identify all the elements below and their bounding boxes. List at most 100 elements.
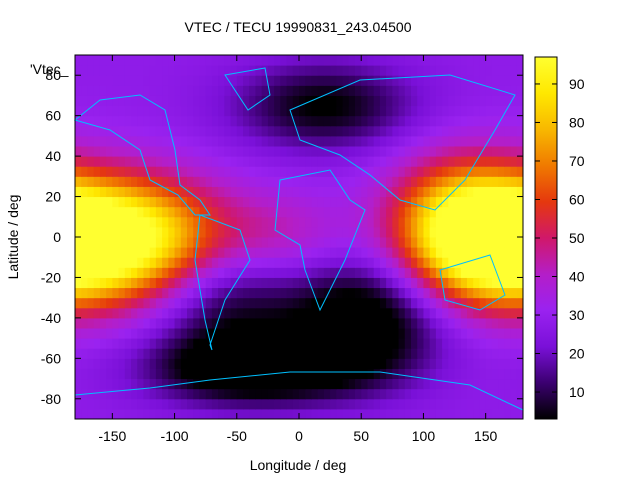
heatmap-cell bbox=[342, 166, 350, 177]
heatmap-cell bbox=[199, 368, 207, 380]
heatmap-cell bbox=[230, 338, 238, 349]
heatmap-cell bbox=[187, 176, 194, 187]
heatmap-cell bbox=[373, 216, 381, 228]
heatmap-cell bbox=[292, 328, 300, 339]
heatmap-cell bbox=[442, 55, 449, 66]
heatmap-cell bbox=[417, 85, 424, 96]
heatmap-cell bbox=[218, 176, 225, 187]
heatmap-cell bbox=[106, 65, 113, 76]
heatmap-cell bbox=[317, 368, 325, 380]
heatmap-cell bbox=[99, 166, 107, 177]
heatmap-cell bbox=[168, 287, 176, 299]
heatmap-cell bbox=[112, 105, 120, 117]
heatmap-cell bbox=[330, 317, 337, 329]
heatmap-cell bbox=[348, 378, 356, 390]
heatmap-cell bbox=[193, 135, 200, 147]
heatmap-cell bbox=[305, 65, 312, 76]
heatmap-cell bbox=[373, 307, 381, 319]
heatmap-cell bbox=[379, 55, 387, 66]
heatmap-cell bbox=[174, 257, 182, 268]
heatmap-cell bbox=[460, 135, 468, 147]
heatmap-cell bbox=[404, 378, 412, 390]
heatmap-cell bbox=[75, 186, 82, 198]
heatmap-cell bbox=[249, 297, 256, 309]
heatmap-cell bbox=[336, 146, 344, 157]
heatmap-cell bbox=[411, 115, 418, 127]
heatmap-cell bbox=[249, 398, 256, 410]
heatmap-cell bbox=[454, 237, 462, 248]
heatmap-cell bbox=[93, 257, 101, 268]
heatmap-cell bbox=[323, 85, 331, 96]
heatmap-cell bbox=[411, 408, 418, 420]
heatmap-cell bbox=[305, 368, 312, 380]
heatmap-cell bbox=[230, 317, 238, 329]
heatmap-cell bbox=[124, 398, 132, 410]
heatmap-cell bbox=[373, 237, 381, 248]
heatmap-cell bbox=[249, 267, 256, 278]
heatmap-cell bbox=[504, 338, 512, 349]
heatmap-cell bbox=[106, 166, 113, 177]
heatmap-cell bbox=[392, 408, 400, 420]
heatmap-cell bbox=[336, 125, 344, 137]
heatmap-cell bbox=[429, 196, 437, 208]
heatmap-cell bbox=[106, 368, 113, 380]
heatmap-cell bbox=[174, 176, 182, 187]
heatmap-cell bbox=[491, 307, 499, 319]
heatmap-cell bbox=[224, 55, 232, 66]
heatmap-cell bbox=[467, 125, 474, 137]
heatmap-cell bbox=[355, 125, 362, 137]
heatmap-cell bbox=[367, 328, 375, 339]
heatmap-cell bbox=[448, 105, 456, 117]
heatmap-cell bbox=[243, 156, 250, 167]
heatmap-cell bbox=[373, 115, 381, 127]
heatmap-cell bbox=[361, 338, 368, 349]
heatmap-cell bbox=[199, 226, 207, 238]
heatmap-cell bbox=[155, 287, 163, 299]
heatmap-cell bbox=[193, 146, 200, 157]
heatmap-cell bbox=[137, 196, 144, 208]
heatmap-cell bbox=[516, 125, 524, 137]
heatmap-cell bbox=[131, 186, 138, 198]
heatmap-cell bbox=[180, 287, 188, 299]
heatmap-cell bbox=[280, 338, 288, 349]
heatmap-cell bbox=[361, 247, 368, 258]
heatmap-cell bbox=[174, 65, 182, 76]
heatmap-cell bbox=[87, 277, 95, 289]
heatmap-cell bbox=[243, 328, 250, 339]
heatmap-cell bbox=[311, 146, 319, 157]
heatmap-cell bbox=[467, 216, 474, 228]
heatmap-cell bbox=[485, 348, 493, 359]
heatmap-cell bbox=[386, 257, 393, 268]
heatmap-cell bbox=[516, 146, 524, 157]
heatmap-cell bbox=[155, 368, 163, 380]
heatmap-cell bbox=[510, 408, 518, 420]
heatmap-cell bbox=[423, 65, 431, 76]
heatmap-cell bbox=[199, 307, 207, 319]
heatmap-cell bbox=[137, 328, 144, 339]
heatmap-cell bbox=[118, 237, 126, 248]
heatmap-cell bbox=[442, 146, 449, 157]
heatmap-cell bbox=[255, 226, 263, 238]
heatmap-cell bbox=[423, 105, 431, 117]
heatmap-cell bbox=[81, 267, 88, 278]
heatmap-cell bbox=[336, 226, 344, 238]
heatmap-cell bbox=[131, 105, 138, 117]
heatmap-cell bbox=[442, 378, 449, 390]
heatmap-cell bbox=[361, 358, 368, 369]
heatmap-cell bbox=[336, 55, 344, 66]
heatmap-cell bbox=[367, 216, 375, 228]
heatmap-cell bbox=[99, 408, 107, 420]
heatmap-cell bbox=[417, 55, 424, 66]
heatmap-cell bbox=[429, 247, 437, 258]
heatmap-cell bbox=[180, 297, 188, 309]
heatmap-cell bbox=[205, 368, 213, 380]
heatmap-cell bbox=[448, 216, 456, 228]
heatmap-cell bbox=[249, 196, 256, 208]
heatmap-cell bbox=[162, 216, 169, 228]
heatmap-cell bbox=[311, 196, 319, 208]
heatmap-cell bbox=[292, 398, 300, 410]
heatmap-cell bbox=[174, 307, 182, 319]
heatmap-cell bbox=[168, 95, 176, 107]
heatmap-cell bbox=[286, 328, 294, 339]
heatmap-cell bbox=[243, 206, 250, 218]
